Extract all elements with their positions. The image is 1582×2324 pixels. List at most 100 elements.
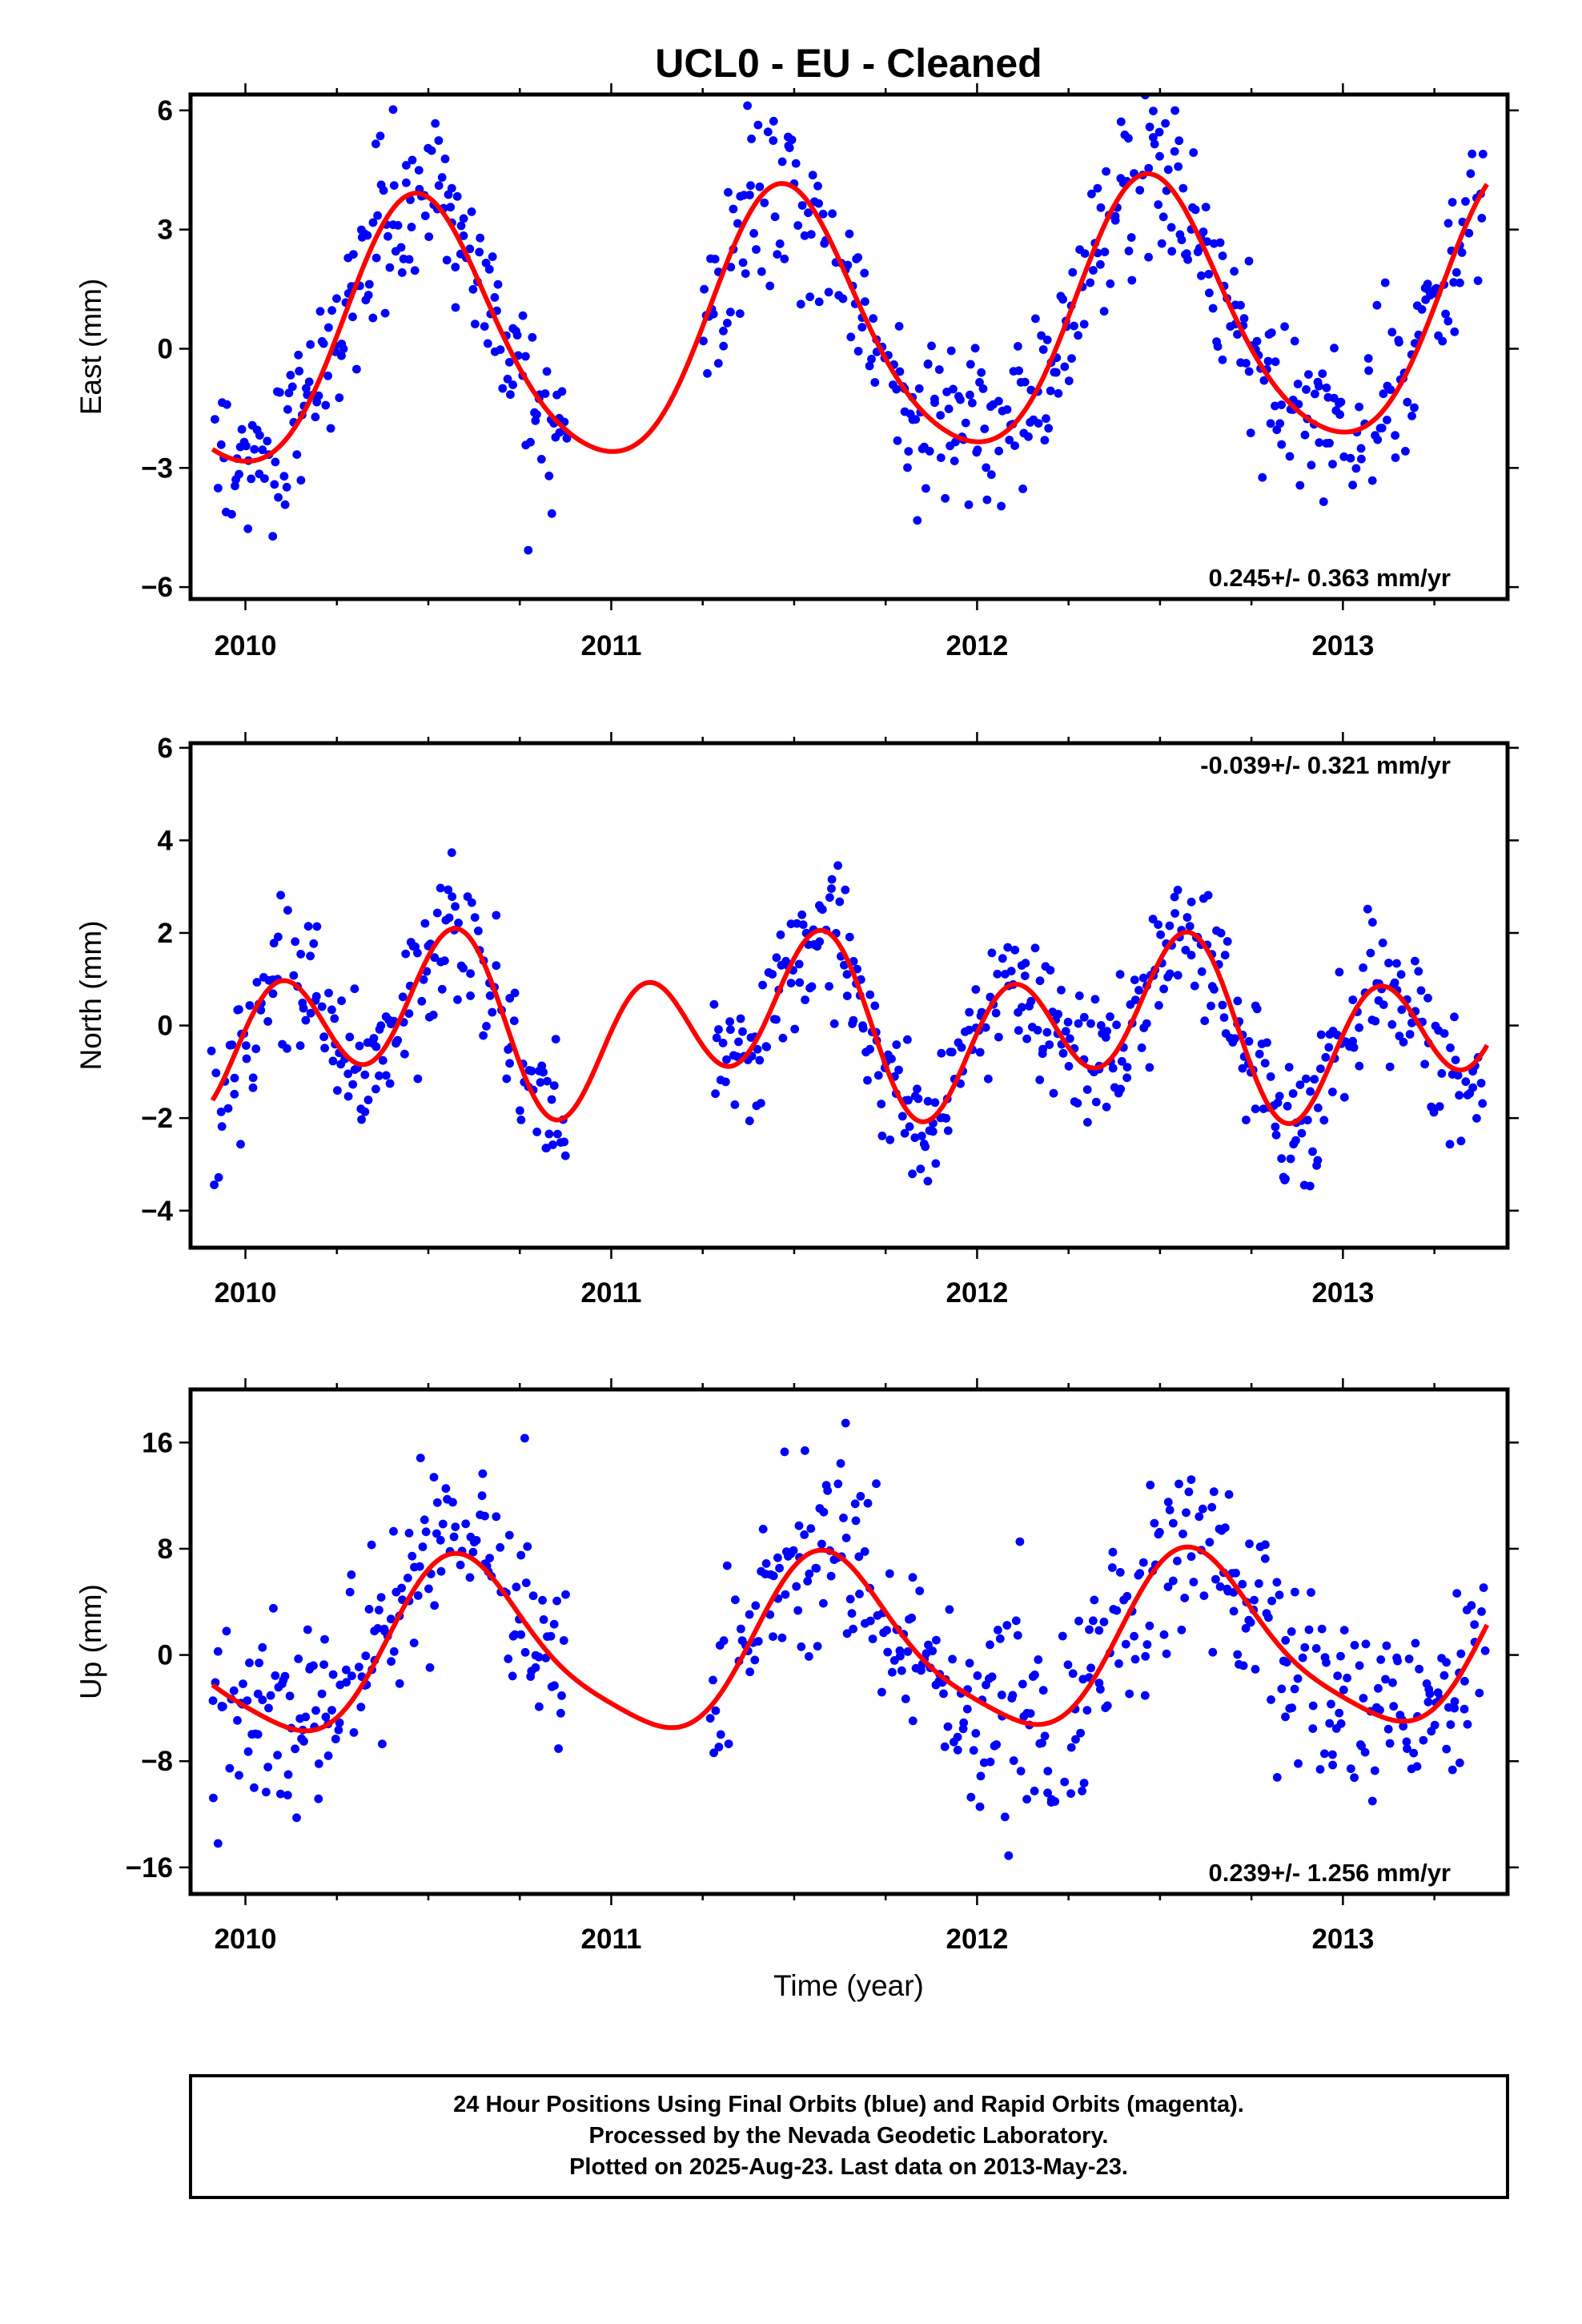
data-point bbox=[801, 1446, 809, 1455]
data-point bbox=[965, 1659, 974, 1668]
data-point bbox=[1157, 239, 1166, 248]
data-point bbox=[516, 1116, 526, 1124]
data-point bbox=[1087, 189, 1096, 199]
data-point bbox=[833, 861, 842, 870]
data-point bbox=[803, 1577, 813, 1586]
data-point bbox=[389, 181, 399, 191]
x-tick-label: 2010 bbox=[215, 630, 277, 661]
data-point bbox=[1078, 1787, 1086, 1795]
data-point bbox=[1096, 259, 1105, 269]
data-point bbox=[1311, 1644, 1321, 1653]
data-point bbox=[520, 1433, 529, 1443]
data-point bbox=[364, 279, 374, 289]
data-point bbox=[1163, 165, 1173, 175]
data-point bbox=[550, 1681, 559, 1691]
data-point bbox=[969, 1746, 978, 1755]
data-point bbox=[971, 1729, 981, 1738]
data-point bbox=[482, 1022, 491, 1031]
data-point bbox=[1310, 1075, 1319, 1084]
data-point bbox=[796, 300, 805, 309]
data-point bbox=[1319, 497, 1328, 506]
data-point bbox=[787, 135, 797, 145]
data-point bbox=[1046, 966, 1055, 975]
data-point bbox=[1173, 971, 1182, 980]
data-point bbox=[833, 1479, 843, 1489]
data-point bbox=[1355, 1023, 1363, 1032]
data-point bbox=[253, 1689, 263, 1699]
data-point bbox=[223, 1104, 233, 1113]
data-point bbox=[1082, 1085, 1092, 1094]
data-point bbox=[448, 892, 457, 902]
data-point bbox=[557, 1691, 566, 1700]
data-point bbox=[1325, 438, 1334, 448]
data-point bbox=[342, 1665, 351, 1675]
data-point bbox=[1209, 1487, 1219, 1497]
data-point bbox=[1038, 1739, 1046, 1747]
data-point bbox=[520, 1647, 530, 1657]
data-point bbox=[980, 424, 990, 433]
data-point bbox=[485, 991, 495, 1000]
data-point bbox=[378, 1739, 387, 1749]
data-point bbox=[242, 441, 251, 451]
data-point bbox=[1236, 300, 1245, 310]
data-point bbox=[1399, 1722, 1408, 1731]
data-point bbox=[280, 1671, 290, 1681]
data-point bbox=[1034, 419, 1043, 428]
data-point bbox=[1295, 480, 1305, 490]
data-point bbox=[324, 323, 333, 332]
data-point bbox=[1447, 1765, 1457, 1775]
data-point bbox=[714, 1743, 724, 1751]
data-point bbox=[1223, 937, 1232, 946]
data-point bbox=[1450, 1697, 1460, 1707]
data-point bbox=[375, 1071, 383, 1080]
data-point bbox=[315, 307, 325, 316]
data-point bbox=[846, 332, 856, 342]
data-point bbox=[961, 418, 970, 428]
data-point bbox=[251, 1044, 261, 1054]
data-point bbox=[705, 1714, 715, 1723]
data-point bbox=[213, 1647, 223, 1656]
data-point bbox=[269, 939, 279, 948]
data-point bbox=[376, 1593, 386, 1602]
data-point bbox=[256, 1006, 266, 1015]
data-point bbox=[1261, 1540, 1270, 1550]
data-point bbox=[1035, 976, 1045, 986]
data-point bbox=[1205, 1538, 1215, 1547]
data-point bbox=[1043, 1767, 1053, 1776]
data-point bbox=[997, 501, 1006, 511]
data-point bbox=[745, 1610, 754, 1619]
data-point bbox=[743, 101, 752, 111]
data-point bbox=[900, 1128, 909, 1138]
x-tick-label: 2010 bbox=[215, 1277, 277, 1309]
data-point bbox=[1275, 1092, 1284, 1101]
data-point bbox=[872, 1479, 881, 1489]
data-point bbox=[1443, 316, 1453, 326]
data-point bbox=[466, 991, 475, 1000]
data-point bbox=[211, 415, 219, 424]
data-point bbox=[431, 119, 440, 128]
data-point bbox=[1316, 1030, 1326, 1039]
data-point bbox=[751, 1601, 761, 1610]
data-point bbox=[940, 1742, 950, 1751]
data-point bbox=[1302, 1074, 1311, 1084]
data-point bbox=[1322, 1658, 1331, 1667]
y-tick-label: −6 bbox=[141, 572, 173, 603]
data-point bbox=[546, 1631, 556, 1641]
data-point bbox=[1348, 480, 1357, 490]
data-point bbox=[711, 1706, 721, 1715]
data-point bbox=[1393, 1656, 1402, 1666]
data-point bbox=[1166, 223, 1176, 232]
data-point bbox=[994, 446, 1003, 456]
data-point bbox=[776, 930, 785, 939]
data-point bbox=[408, 1551, 417, 1561]
data-point bbox=[1068, 1669, 1078, 1679]
data-point bbox=[770, 212, 780, 222]
data-point bbox=[1300, 1642, 1310, 1652]
data-point bbox=[823, 1486, 833, 1495]
data-point bbox=[1167, 247, 1177, 256]
data-point bbox=[1336, 1651, 1345, 1661]
data-point bbox=[539, 1068, 548, 1077]
data-point bbox=[855, 1590, 864, 1598]
data-point bbox=[758, 980, 767, 990]
data-point bbox=[1316, 1064, 1325, 1073]
